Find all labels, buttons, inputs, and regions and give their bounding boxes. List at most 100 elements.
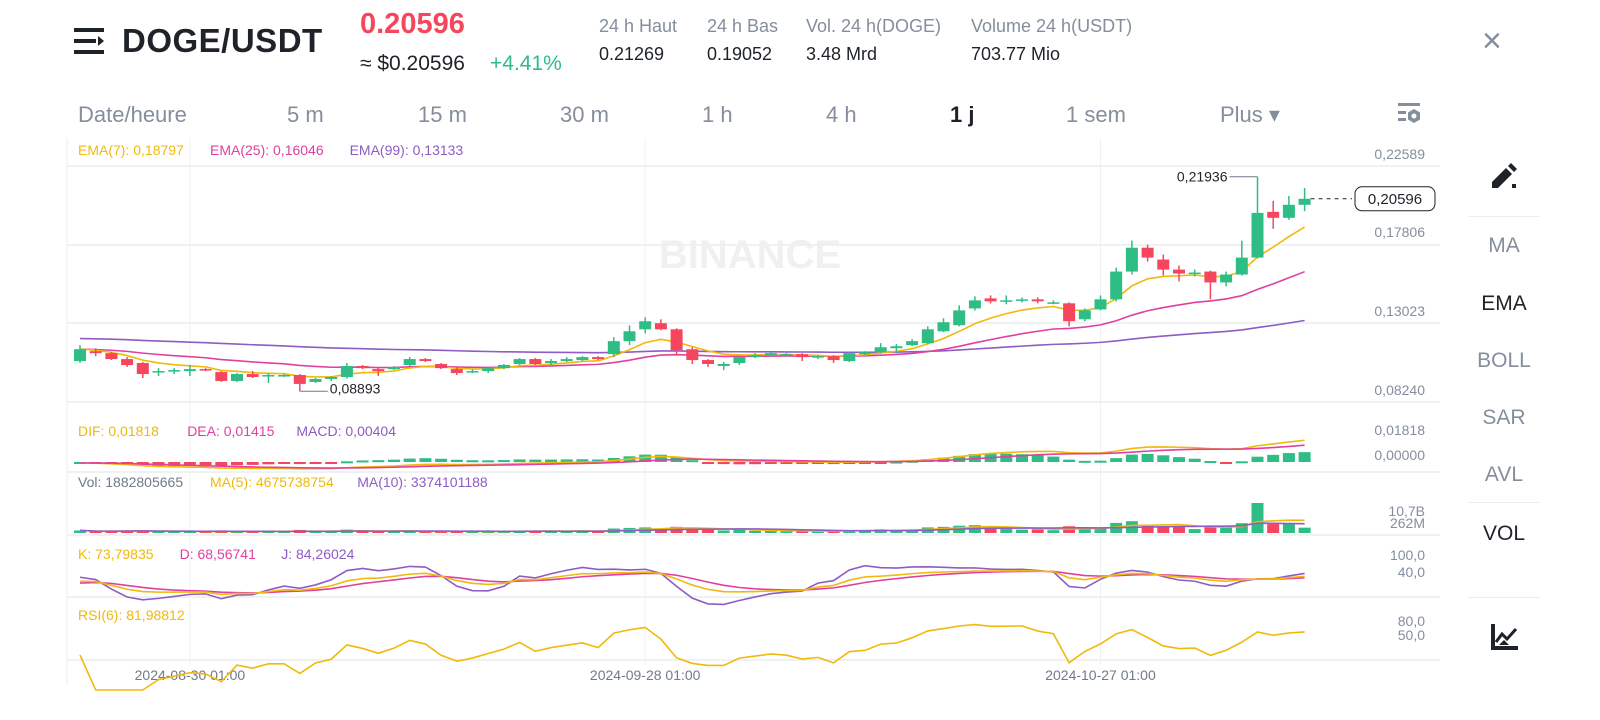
candle-down — [215, 372, 228, 381]
kdj-axis-label: 100,0 — [1390, 547, 1425, 563]
candle-up — [953, 310, 966, 326]
chart-settings-icon[interactable] — [1397, 101, 1423, 132]
pair-title[interactable]: DOGE/USDT — [122, 22, 323, 59]
rsi-axis-label: 80,0 — [1398, 613, 1425, 629]
volume-bar — [325, 531, 338, 533]
volume-bar — [278, 531, 291, 533]
candle-up — [1110, 271, 1123, 300]
kdj-legend: K: 73,79835 — [78, 546, 154, 562]
tab-1h[interactable]: 1 h — [702, 102, 733, 127]
indicator-chart-icon[interactable] — [1490, 622, 1520, 657]
candle-up — [152, 371, 165, 373]
volume-bar — [1016, 529, 1028, 533]
candle-down — [89, 351, 102, 354]
candle-up — [1047, 302, 1060, 304]
price-axis-label: 0,08240 — [1374, 382, 1425, 398]
candle-up — [497, 364, 510, 369]
indicator-vol[interactable]: VOL — [1482, 522, 1526, 545]
stat-label-vol-doge: Vol. 24 h(DOGE) — [806, 16, 942, 36]
macd-histogram-bar — [1031, 455, 1044, 462]
volume-bar — [545, 531, 557, 533]
candle-up — [1125, 247, 1138, 272]
volume-axis-label: 10,7B — [1388, 503, 1425, 519]
candle-up — [576, 357, 589, 361]
kdj-legend: J: 84,26024 — [281, 546, 354, 562]
macd-histogram-bar — [874, 462, 887, 464]
macd-histogram-bar — [183, 462, 196, 466]
volume-bar — [1251, 503, 1264, 533]
candle-up — [340, 365, 353, 378]
candle-down — [1204, 271, 1217, 283]
volume-bar — [1047, 530, 1060, 533]
indicator-avl[interactable]: AVL — [1484, 463, 1524, 486]
candle-up — [906, 341, 919, 346]
candle-down — [670, 329, 683, 351]
volume-legend: Vol: 1882805665 — [78, 474, 183, 490]
tab-1w[interactable]: 1 sem — [1066, 102, 1126, 127]
macd-histogram-bar — [1000, 453, 1013, 462]
price-axis-label: 0,22589 — [1374, 146, 1425, 162]
candle-up — [466, 371, 479, 373]
macd-histogram-bar — [419, 458, 432, 462]
indicator-boll[interactable]: BOLL — [1477, 349, 1531, 372]
binance-watermark: BINANCE — [659, 233, 841, 277]
volume-bar — [356, 531, 369, 533]
x-tick-label: 2024-10-27 01:00 — [1045, 667, 1156, 683]
menu-icon[interactable] — [74, 28, 106, 54]
candle-up — [717, 364, 730, 366]
candle-up — [325, 377, 338, 379]
candle-up — [1235, 257, 1248, 275]
tab-date-time[interactable]: Date/heure — [78, 102, 187, 127]
candle-down — [435, 364, 448, 369]
indicator-ema[interactable]: EMA — [1481, 292, 1527, 315]
volume-bar — [121, 531, 134, 533]
macd-axis-label: 0,00000 — [1374, 447, 1425, 463]
macd-histogram-bar — [199, 462, 212, 466]
tab-4h[interactable]: 4 h — [826, 102, 857, 127]
volume-bar — [419, 531, 432, 533]
candle-down — [419, 359, 432, 362]
candle-down — [293, 375, 306, 384]
candle-down — [702, 360, 714, 365]
x-tick-label: 2024-09-28 01:00 — [590, 667, 701, 683]
macd-histogram-bar — [1125, 454, 1138, 462]
rsi-axis-label: 50,0 — [1398, 627, 1425, 643]
macd-histogram-bar — [1141, 453, 1154, 462]
candle-down — [450, 369, 463, 374]
stat-value-high: 0.21269 — [599, 44, 665, 64]
candle-down — [1141, 247, 1154, 258]
macd-histogram-bar — [325, 462, 338, 464]
candle-down — [592, 357, 605, 360]
draw-tool-icon[interactable] — [1488, 162, 1520, 197]
tab-15m[interactable]: 15 m — [418, 102, 467, 127]
close-icon[interactable]: × — [1482, 22, 1502, 60]
candle-down — [121, 359, 134, 365]
candlestick-chart[interactable]: 2024-08-30 01:00 2024-09-28 01:00 2024-10-… — [0, 0, 1468, 720]
candle-up — [1000, 300, 1013, 302]
usd-price: ≈ $0.20596 — [360, 52, 465, 75]
tab-1d[interactable]: 1 j — [950, 102, 975, 127]
stat-label-vol-usdt: Volume 24 h(USDT) — [971, 16, 1133, 36]
volume-legend: MA(10): 3374101188 — [357, 474, 488, 490]
volume-bar — [1094, 528, 1107, 533]
volume-bar — [796, 530, 809, 533]
tab-more[interactable]: Plus ▾ — [1220, 102, 1280, 127]
tab-5m[interactable]: 5 m — [287, 102, 324, 127]
stat-value-low: 0.19052 — [707, 44, 773, 64]
macd-histogram-bar — [372, 460, 385, 463]
candle-down — [246, 374, 259, 378]
tab-30m[interactable]: 30 m — [560, 102, 609, 127]
macd-histogram-bar — [1063, 459, 1076, 462]
volume-bar — [74, 530, 86, 533]
candle-up — [968, 300, 981, 309]
current-price-label: 0,20596 — [1368, 191, 1422, 208]
x-tick-label: 2024-08-30 01:00 — [135, 667, 246, 683]
candle-up — [278, 375, 291, 377]
indicator-sar[interactable]: SAR — [1482, 406, 1526, 429]
candle-up — [388, 367, 400, 370]
volume-bar — [1220, 527, 1233, 533]
volume-bar — [246, 531, 259, 533]
indicator-ma[interactable]: MA — [1488, 234, 1520, 257]
macd-histogram-bar — [482, 460, 495, 463]
macd-histogram-bar — [890, 461, 903, 464]
